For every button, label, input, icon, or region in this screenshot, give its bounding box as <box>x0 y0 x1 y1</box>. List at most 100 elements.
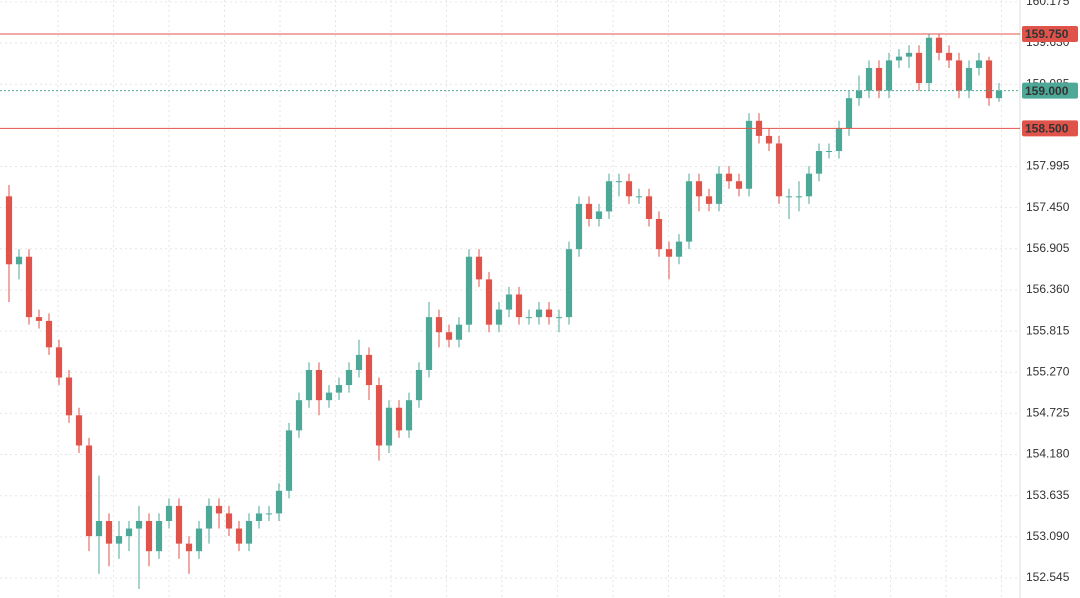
candle-body <box>205 505 213 529</box>
candle-body <box>95 520 103 537</box>
candle-body <box>275 490 283 514</box>
candle-body <box>995 90 1003 99</box>
candle-body <box>835 128 843 152</box>
candle-body <box>525 317 533 319</box>
candle-body <box>935 37 943 53</box>
candle-body <box>235 528 243 544</box>
candle-body <box>395 407 403 431</box>
candle-body <box>35 317 43 321</box>
candle-body <box>645 196 653 219</box>
candle-body <box>905 52 913 57</box>
candle-body <box>805 173 813 197</box>
candle-body <box>795 196 803 198</box>
candle-body <box>535 309 543 318</box>
candle-body <box>195 528 203 552</box>
candle-body <box>465 256 473 325</box>
candle-body <box>285 430 293 491</box>
y-tick-label: 160.175 <box>1026 0 1070 8</box>
candle-body <box>955 60 963 91</box>
candle-body <box>5 196 13 265</box>
candle-body <box>895 56 903 61</box>
price-tag-label: 159.000 <box>1025 84 1069 98</box>
candle-body <box>675 241 683 257</box>
candle-body <box>25 256 33 318</box>
candle-body <box>605 181 613 212</box>
candle-body <box>555 317 563 319</box>
candle-body <box>985 60 993 99</box>
candle-body <box>855 90 863 99</box>
candle-body <box>495 309 503 325</box>
candle-body <box>965 67 973 91</box>
y-tick-label: 152.545 <box>1026 570 1070 584</box>
candle-body <box>765 135 773 144</box>
candle-body <box>225 513 233 529</box>
candle-body <box>55 347 63 378</box>
candle-body <box>695 181 703 197</box>
candle-body <box>865 67 873 91</box>
candle-body <box>725 173 733 182</box>
candle-body <box>45 320 53 348</box>
price-tag <box>1022 82 1078 99</box>
candle-body <box>635 196 643 198</box>
price-tag <box>1022 25 1078 42</box>
price-tag-label: 159.750 <box>1025 27 1069 41</box>
candle-body <box>415 369 423 401</box>
candle-body <box>345 369 353 386</box>
candle-body <box>405 400 413 431</box>
candle-body <box>715 173 723 204</box>
candle-body <box>85 445 93 537</box>
candle-body <box>945 52 953 61</box>
candle-body <box>875 67 883 91</box>
candle-body <box>825 151 833 153</box>
candle-body <box>315 369 323 401</box>
y-tick-label: 156.360 <box>1026 282 1070 296</box>
y-tick-label: 157.450 <box>1026 200 1070 214</box>
candle-body <box>185 543 193 552</box>
y-tick-label: 154.725 <box>1026 406 1070 420</box>
candle-body <box>335 385 343 393</box>
candle-body <box>105 520 113 544</box>
price-tag-label: 158.500 <box>1025 122 1069 136</box>
y-tick-label: 153.090 <box>1026 529 1070 543</box>
candle-body <box>355 354 363 370</box>
candle-body <box>245 520 253 544</box>
y-tick-label: 153.635 <box>1026 488 1070 502</box>
candle-body <box>115 536 123 544</box>
candle-body <box>425 317 433 370</box>
candle-body <box>705 196 713 204</box>
candle-body <box>655 218 663 250</box>
candle-body <box>435 317 443 333</box>
y-tick-label: 154.180 <box>1026 447 1070 461</box>
candle-body <box>785 196 793 198</box>
candle-body <box>155 520 163 552</box>
candle-body <box>815 151 823 174</box>
candle-body <box>455 324 463 340</box>
candle-body <box>215 505 223 514</box>
candle-body <box>445 332 453 340</box>
candle-body <box>255 513 263 521</box>
candle-body <box>845 98 853 129</box>
candle-body <box>915 52 923 84</box>
candle-body <box>685 181 693 242</box>
candle-body <box>15 256 23 265</box>
candle-body <box>485 279 493 325</box>
candle-body <box>505 294 513 310</box>
candle-body <box>615 181 623 183</box>
y-tick-label: 155.815 <box>1026 323 1070 337</box>
candle-body <box>735 181 743 189</box>
candle-body <box>295 400 303 431</box>
candle-body <box>585 203 593 219</box>
candle-body <box>545 309 553 318</box>
candle-body <box>165 505 173 521</box>
candle-body <box>175 505 183 544</box>
candle-body <box>565 249 573 318</box>
candle-body <box>595 211 603 219</box>
candle-body <box>305 369 313 401</box>
candle-body <box>375 385 383 446</box>
candle-body <box>325 392 333 401</box>
candle-body <box>515 294 523 318</box>
candle-body <box>385 407 393 446</box>
candle-body <box>145 520 153 552</box>
candle-body <box>625 181 633 197</box>
candle-body <box>135 520 143 529</box>
